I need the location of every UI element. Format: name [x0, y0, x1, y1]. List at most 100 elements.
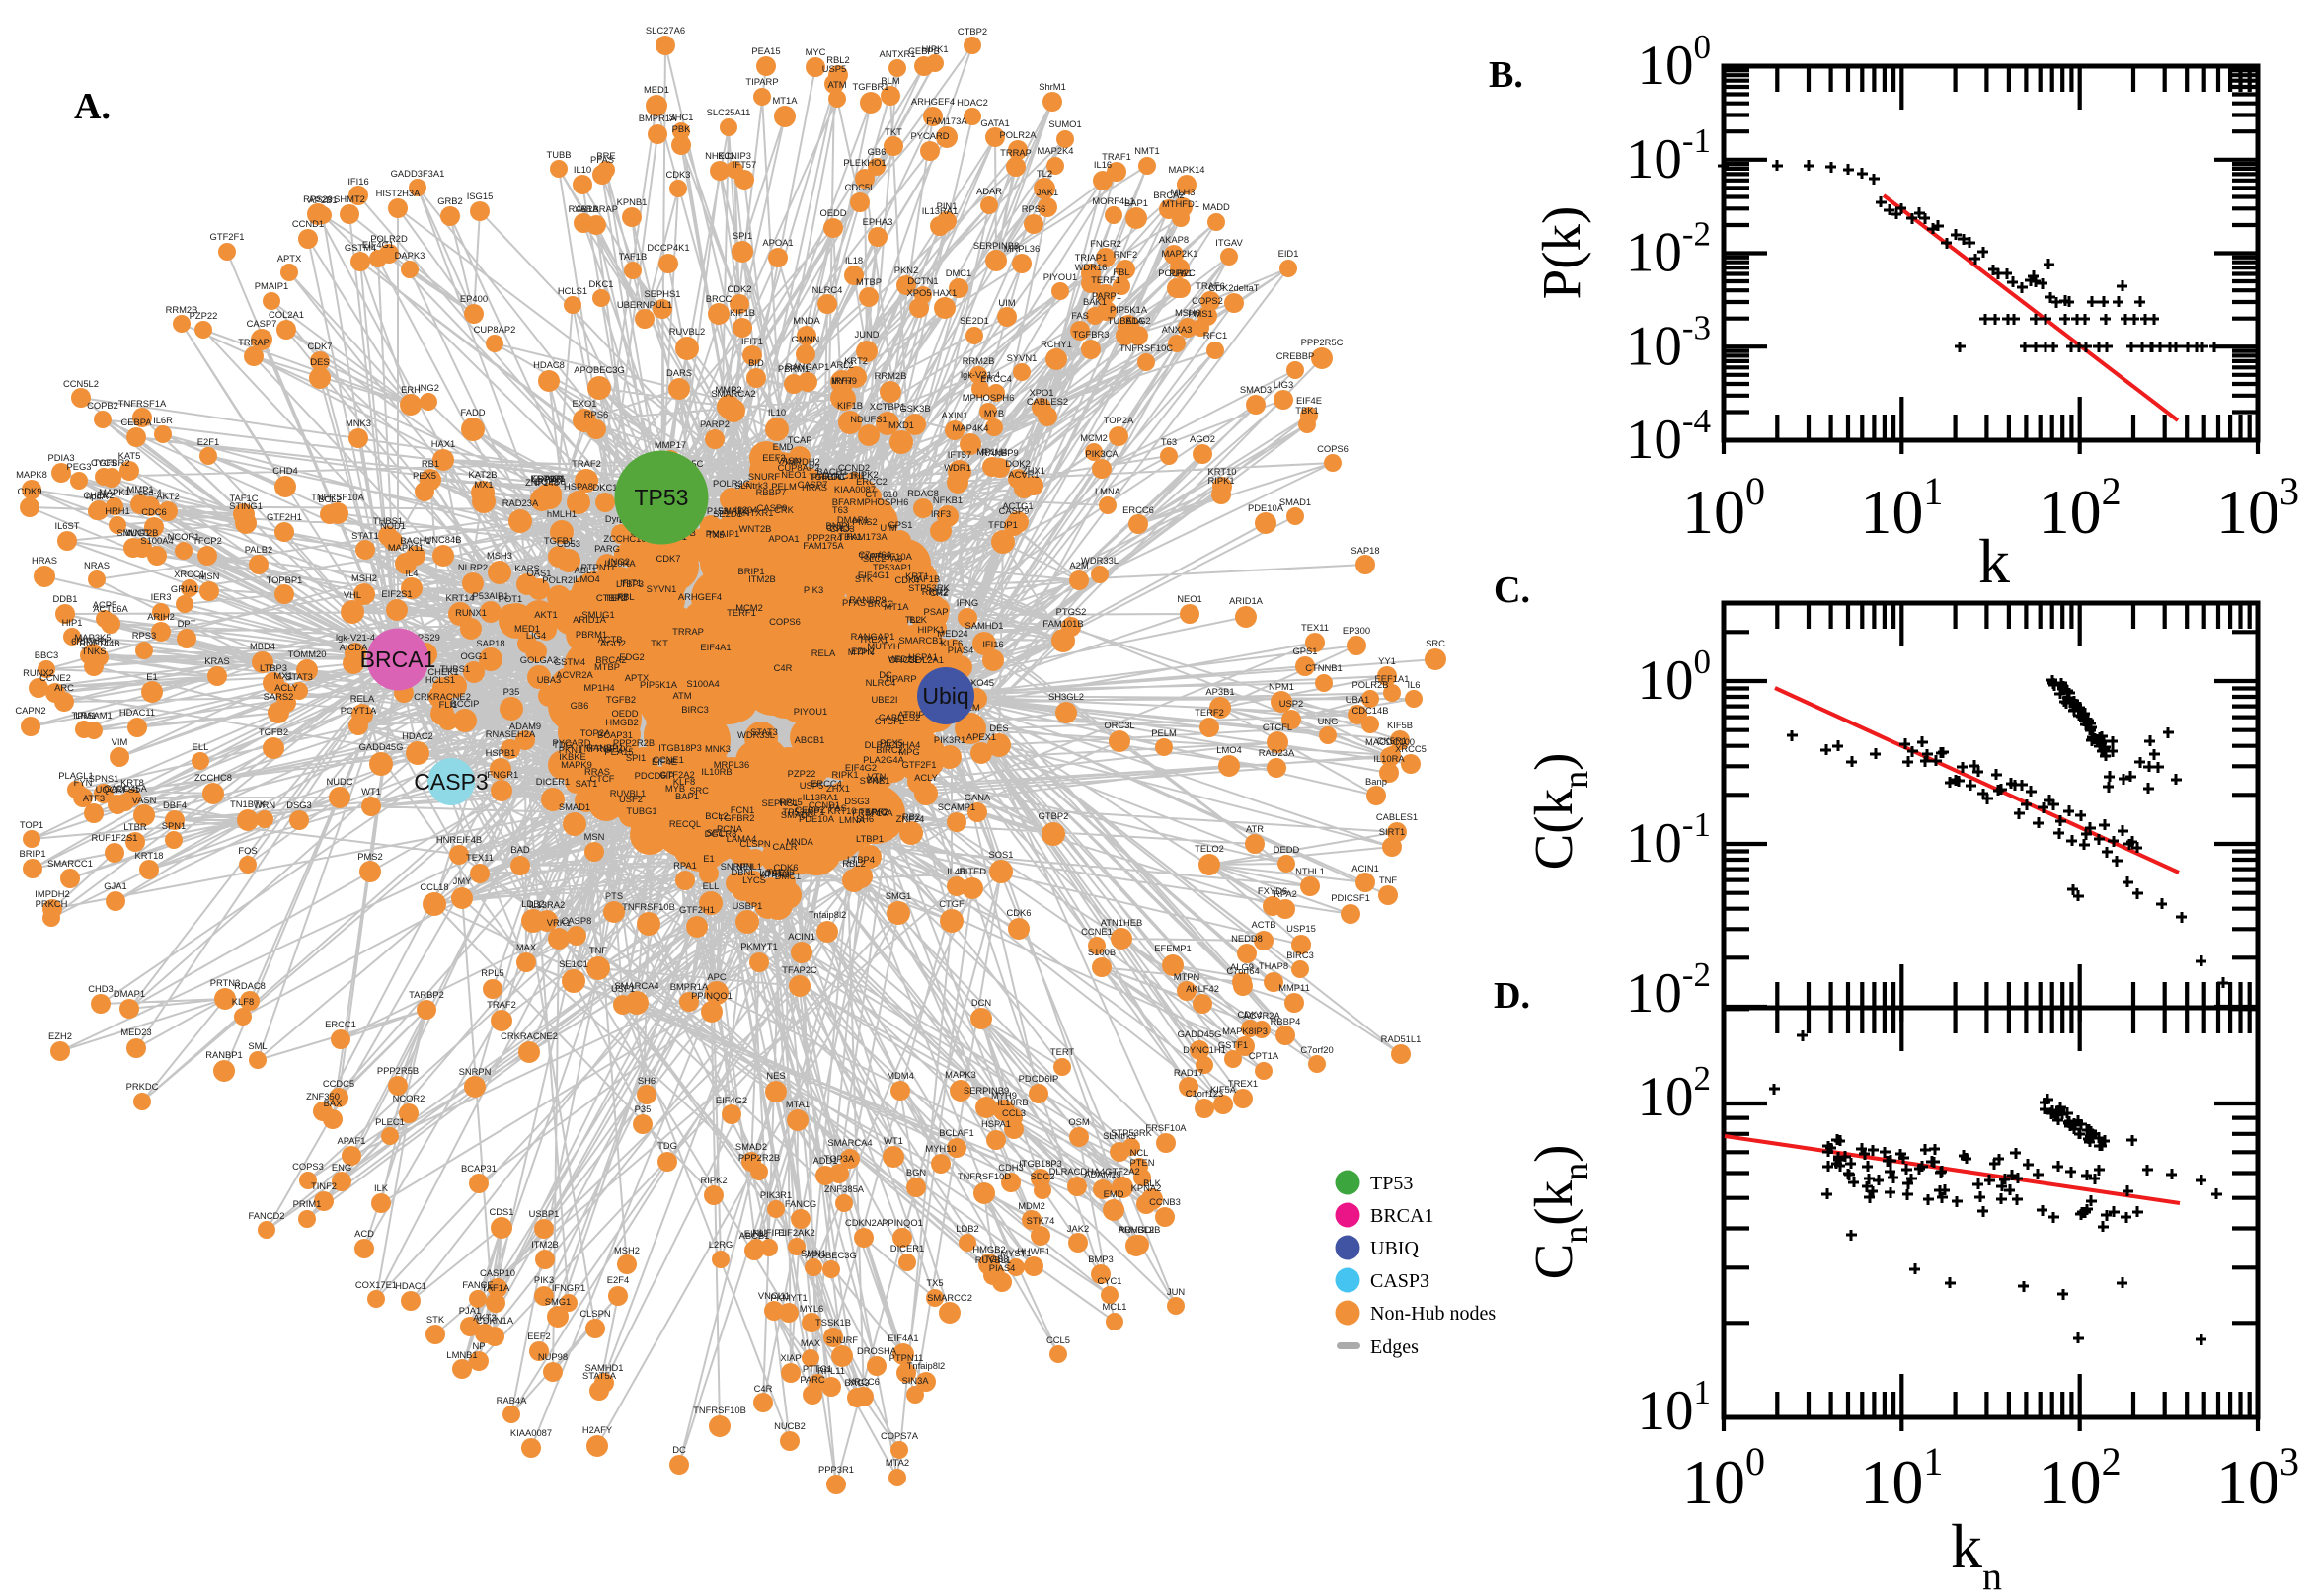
svg-text:NEIL1: NEIL1 — [736, 861, 762, 872]
svg-text:PARP2: PARP2 — [700, 418, 730, 429]
svg-text:ERCC2: ERCC2 — [856, 476, 888, 487]
svg-text:FAS: FAS — [1071, 310, 1089, 321]
svg-text:MAPK8IP3: MAPK8IP3 — [1222, 1026, 1268, 1036]
svg-text:CHD3: CHD3 — [88, 983, 114, 994]
svg-text:TGFBR3: TGFBR3 — [1073, 329, 1110, 340]
svg-text:BCL2: BCL2 — [318, 494, 341, 504]
svg-text:PIK3CA: PIK3CA — [1085, 448, 1119, 459]
svg-text:SPI1: SPI1 — [626, 752, 646, 763]
svg-text:FANCE: FANCE — [462, 1279, 493, 1290]
svg-text:BCCIP: BCCIP — [451, 698, 480, 709]
svg-text:PIK3: PIK3 — [534, 1274, 554, 1285]
svg-text:ZCCHC10: ZCCHC10 — [603, 533, 646, 544]
svg-text:IFIT1: IFIT1 — [741, 336, 763, 346]
svg-text:SH6: SH6 — [638, 1075, 656, 1086]
svg-text:RANGAP1: RANGAP1 — [786, 361, 830, 372]
svg-text:NEDD8: NEDD8 — [1231, 933, 1263, 944]
svg-text:ARID1A: ARID1A — [573, 614, 607, 625]
svg-text:ELL: ELL — [193, 741, 209, 752]
svg-text:E2F1: E2F1 — [197, 436, 219, 447]
svg-text:CABLES2: CABLES2 — [1027, 396, 1068, 407]
svg-text:RRM2B: RRM2B — [875, 370, 907, 381]
svg-text:PDCD6IP: PDCD6IP — [635, 770, 675, 781]
svg-text:FANCG: FANCG — [785, 1198, 816, 1209]
svg-text:PPA1: PPA1 — [1169, 267, 1192, 278]
svg-text:UNC84B: UNC84B — [425, 534, 462, 545]
svg-text:CASP9: CASP9 — [757, 502, 788, 513]
svg-text:MSN: MSN — [584, 831, 605, 842]
svg-text:SNURF: SNURF — [826, 1334, 859, 1345]
svg-text:POLR2C: POLR2C — [1158, 267, 1196, 278]
svg-text:BLK: BLK — [1143, 1178, 1161, 1188]
svg-text:UBIQ: UBIQ — [1370, 1238, 1419, 1259]
svg-text:PARC: PARC — [800, 1374, 825, 1385]
svg-text:PIAS4: PIAS4 — [948, 645, 974, 655]
svg-text:TAF1B: TAF1B — [912, 573, 940, 584]
svg-text:ARL2: ARL2 — [830, 359, 853, 370]
svg-text:COPS3: COPS3 — [292, 1161, 324, 1172]
svg-text:THBS1: THBS1 — [373, 515, 403, 526]
svg-text:SE2D1: SE2D1 — [960, 315, 989, 326]
svg-text:HDAC2: HDAC2 — [402, 730, 433, 741]
svg-text:S100B: S100B — [1088, 947, 1116, 957]
svg-text:SARS2: SARS2 — [264, 691, 294, 702]
svg-text:PCYT1A: PCYT1A — [341, 705, 377, 716]
svg-text:MORF4L1: MORF4L1 — [1092, 195, 1134, 206]
svg-text:RRM2B: RRM2B — [166, 304, 198, 315]
svg-text:P35: P35 — [503, 686, 520, 697]
svg-text:MNDA: MNDA — [786, 836, 813, 847]
svg-text:MDM2: MDM2 — [1018, 1200, 1045, 1211]
svg-text:PKN2: PKN2 — [894, 265, 919, 275]
svg-text:NTHL1: NTHL1 — [1295, 866, 1325, 876]
svg-text:LMO4: LMO4 — [575, 573, 600, 584]
svg-text:CCND2: CCND2 — [838, 462, 870, 473]
svg-text:PIYOU1: PIYOU1 — [1043, 271, 1077, 282]
svg-text:TKT: TKT — [885, 126, 902, 137]
svg-text:EIF4A1: EIF4A1 — [888, 1332, 918, 1343]
svg-text:BACH1: BACH1 — [816, 466, 847, 477]
svg-text:RELA: RELA — [350, 693, 375, 704]
svg-text:S100A4: S100A4 — [686, 678, 719, 689]
svg-text:EIF4G2: EIF4G2 — [845, 762, 877, 773]
svg-text:STAT3: STAT3 — [285, 671, 313, 682]
svg-text:MACDC100: MACDC100 — [1365, 736, 1415, 747]
svg-text:MYC: MYC — [867, 806, 888, 817]
svg-text:JMY: JMY — [453, 875, 472, 886]
svg-text:PPINQO1: PPINQO1 — [882, 1217, 923, 1228]
svg-text:P53AIP1: P53AIP1 — [472, 590, 508, 601]
svg-text:CEBPA: CEBPA — [120, 417, 152, 427]
svg-text:TNFRSF10C: TNFRSF10C — [579, 743, 632, 754]
svg-text:ORC3L: ORC3L — [888, 654, 919, 665]
svg-text:ACTG1: ACTG1 — [1002, 500, 1033, 511]
svg-text:ACTB: ACTB — [1251, 919, 1275, 930]
svg-text:STK: STK — [426, 1314, 445, 1325]
svg-text:GTF2F1: GTF2F1 — [210, 231, 245, 242]
svg-text:SMAD4: SMAD4 — [781, 809, 812, 820]
svg-text:HMGB2: HMGB2 — [605, 717, 638, 727]
svg-text:CDK2deltaT: CDK2deltaT — [1208, 282, 1259, 293]
svg-text:SRC: SRC — [1426, 638, 1445, 648]
svg-text:TNFRSF10A: TNFRSF10A — [859, 551, 912, 562]
svg-text:PKN1: PKN1 — [559, 744, 583, 755]
svg-text:PTTG1: PTTG1 — [803, 1363, 832, 1374]
svg-text:LTBP4: LTBP4 — [847, 854, 875, 865]
svg-text:SF1: SF1 — [706, 827, 723, 838]
svg-text:ADAR: ADAR — [976, 186, 1002, 196]
svg-text:MT1A: MT1A — [884, 601, 909, 612]
svg-text:RPL5: RPL5 — [779, 797, 802, 807]
svg-text:MYC: MYC — [806, 46, 826, 57]
svg-text:TGFB1: TGFB1 — [544, 535, 574, 546]
svg-text:SIRT1: SIRT1 — [1379, 826, 1405, 837]
svg-text:103: 103 — [2216, 1439, 2299, 1517]
svg-text:RUF1F2S1: RUF1F2S1 — [92, 832, 138, 843]
svg-text:PLEKHO1: PLEKHO1 — [843, 157, 886, 168]
svg-text:H2AFY: H2AFY — [582, 1424, 613, 1435]
svg-text:NLRC4: NLRC4 — [812, 284, 843, 295]
svg-text:TAF1A: TAF1A — [482, 1282, 510, 1293]
svg-text:FCN1: FCN1 — [731, 804, 754, 815]
svg-text:IKBKE: IKBKE — [559, 751, 586, 762]
svg-text:RAD17: RAD17 — [1174, 1067, 1203, 1078]
svg-text:CTBP2: CTBP2 — [958, 26, 987, 37]
svg-text:PRKCH: PRKCH — [36, 898, 68, 909]
svg-text:FANCD2: FANCD2 — [249, 1210, 285, 1221]
